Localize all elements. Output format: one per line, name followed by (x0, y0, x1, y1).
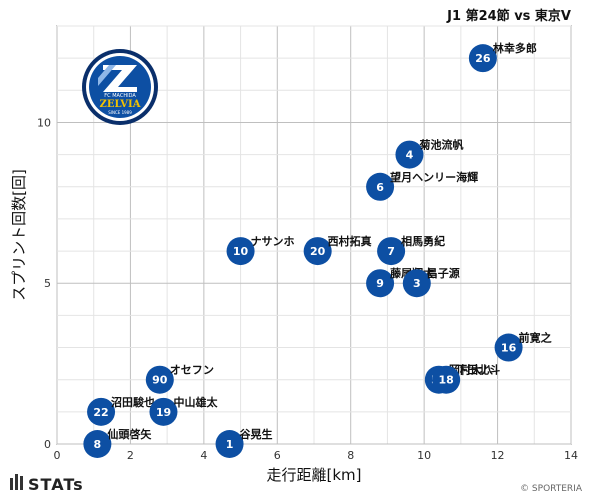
point-player-label: 相馬勇紀 (401, 234, 445, 248)
y-tick-label: 0 (44, 438, 51, 451)
logo-z-mark (103, 65, 137, 92)
x-tick-label: 8 (347, 449, 354, 462)
point-marker (395, 140, 424, 169)
point-marker (494, 333, 523, 362)
point-marker (215, 430, 244, 458)
point-player-label: 沼田駿也 (111, 395, 155, 409)
point-player-label: 下田北斗 (456, 363, 500, 377)
club-logo: FC MACHIDA ZELVIA SINCE 1989 (82, 49, 158, 125)
x-axis-label: 走行距離[km] (266, 466, 361, 484)
brand-text: STATs (28, 475, 84, 494)
point-marker (303, 237, 332, 266)
logo-main-text: ZELVIA (100, 99, 141, 110)
point-number-label: 16 (501, 342, 517, 355)
stats-brand: STATs (10, 474, 84, 494)
data-point: 6 望月ヘンリー海輝 (366, 170, 478, 201)
point-marker (402, 269, 431, 298)
point-number-label: 4 (406, 149, 414, 162)
logo-bottom-text: SINCE 1989 (108, 110, 132, 115)
x-tick-label: 0 (54, 449, 61, 462)
x-tick-label: 12 (491, 449, 505, 462)
credit-text: © SPORTERIA (520, 484, 583, 494)
point-number-label: 10 (233, 245, 249, 258)
point-player-label: 谷晃生 (240, 427, 273, 441)
point-marker (432, 365, 461, 394)
x-tick-label: 10 (417, 449, 431, 462)
point-marker (468, 44, 497, 73)
point-player-label: 岡村大八 (449, 363, 494, 377)
brand-bar-1 (10, 478, 13, 490)
point-number-label: 1 (226, 438, 234, 451)
point-number-label: 26 (475, 52, 491, 65)
y-tick-label: 10 (37, 116, 51, 129)
point-player-label: 中山雄太 (173, 395, 218, 409)
point-number-label: 90 (152, 374, 168, 387)
point-player-label: 西村拓真 (328, 234, 372, 248)
point-player-label: 昌子源 (427, 266, 460, 280)
x-tick-label: 6 (274, 449, 281, 462)
point-player-label: 仙頭啓矢 (107, 427, 152, 441)
data-point: 8 仙頭啓矢 (83, 427, 152, 458)
point-number-label: 6 (376, 181, 384, 194)
point-player-label: 望月ヘンリー海輝 (390, 170, 478, 184)
chart-title: J1 第24節 vs 東京V (446, 8, 571, 24)
point-player-label: ナサンホ (251, 235, 295, 248)
y-tick-label: 5 (44, 277, 51, 290)
logo-z-stripe (98, 65, 116, 86)
point-marker (87, 397, 116, 426)
point-marker (149, 397, 178, 426)
point-number-label: 3 (413, 277, 421, 290)
logo-top-text: FC MACHIDA (104, 93, 136, 99)
data-point: 4 菊池流帆 (395, 138, 463, 169)
point-number-label: 9 (376, 277, 384, 290)
brand-bar-3 (20, 476, 23, 490)
point-player-label: 林幸多郎 (493, 41, 537, 55)
point-number-label: 20 (310, 245, 326, 258)
x-tick-label: 2 (127, 449, 134, 462)
y-axis-label: スプリント回数[回] (10, 169, 28, 301)
x-tick-label: 14 (564, 449, 578, 462)
point-marker (145, 365, 174, 394)
point-marker (377, 237, 406, 266)
point-marker (366, 172, 395, 201)
point-number-label: 19 (156, 406, 171, 419)
point-player-label: 前寛之 (519, 331, 552, 345)
point-number-label: 18 (439, 374, 454, 387)
point-marker (366, 269, 395, 298)
data-point: 3 昌子源 (402, 266, 460, 298)
point-number-label: 7 (387, 245, 395, 258)
point-player-label: オセフン (170, 364, 214, 377)
brand-bar-2 (15, 474, 18, 490)
x-tick-label: 4 (200, 449, 207, 462)
data-point: 1 谷晃生 (215, 427, 273, 458)
point-marker (226, 237, 255, 266)
point-number-label: 8 (94, 438, 102, 451)
data-points: 26林幸多郎4菊池流帆6望月ヘンリー海輝10ナサンホ20西村拓真7相馬勇紀9藤尾… (83, 41, 552, 458)
point-marker (83, 430, 112, 458)
point-player-label: 菊池流帆 (419, 138, 463, 152)
data-point: 7 相馬勇紀 (377, 234, 445, 266)
point-number-label: 22 (93, 406, 108, 419)
